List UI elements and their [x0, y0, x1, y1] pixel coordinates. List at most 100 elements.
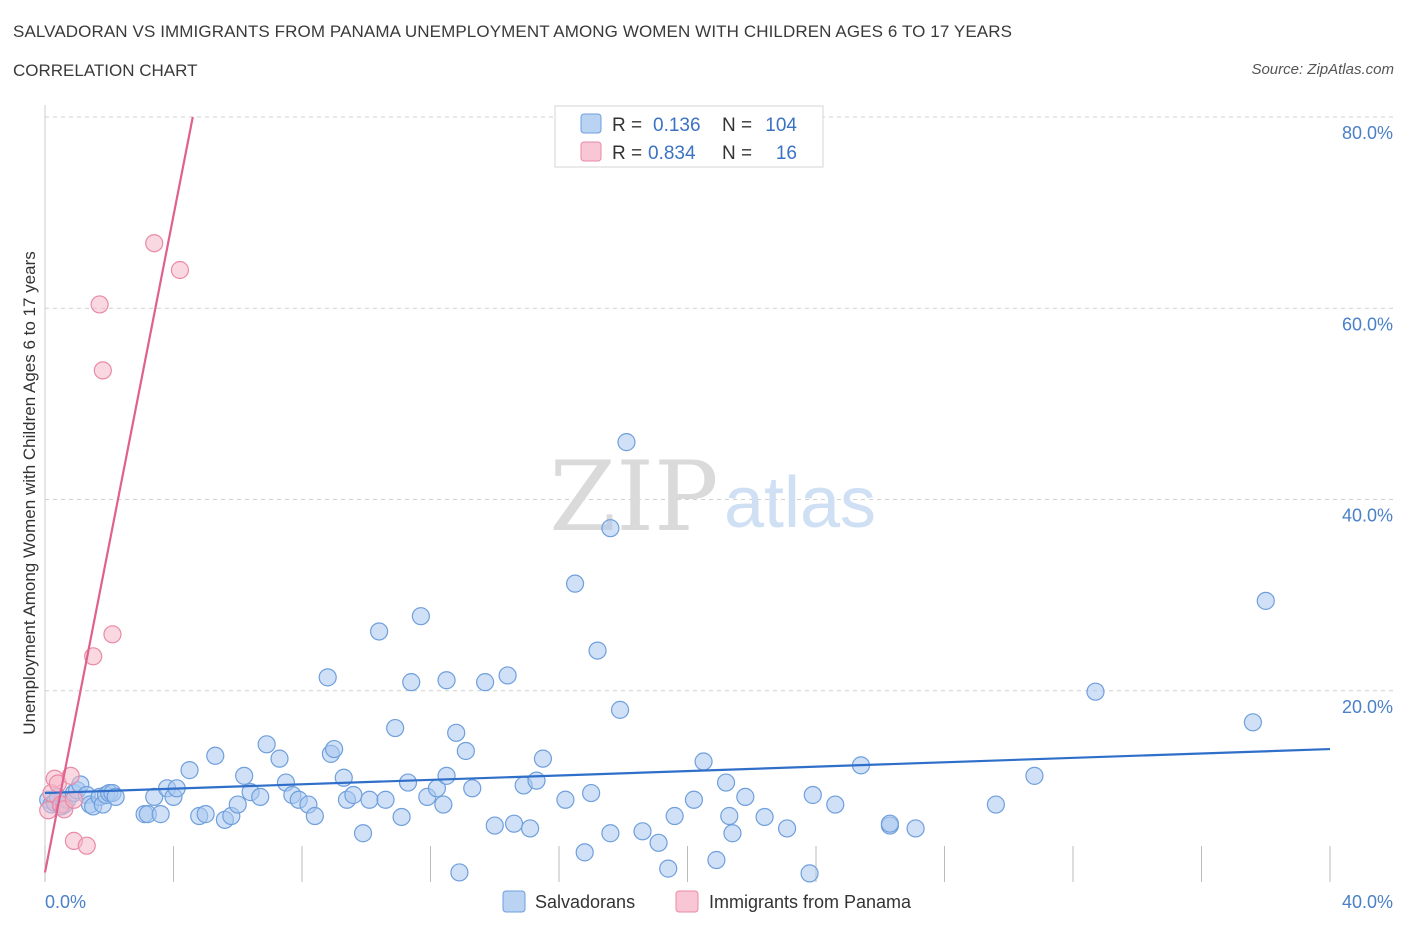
data-point-salvadorans	[392, 807, 411, 827]
data-point-salvadorans	[755, 807, 774, 827]
data-point-salvadorans	[1256, 591, 1275, 610]
legend-n-value-2: 16	[776, 143, 797, 164]
data-point-salvadorans	[344, 785, 363, 805]
data-point-salvadorans	[684, 790, 704, 809]
data-point-salvadorans	[736, 787, 755, 806]
trend-line-panama	[43, 116, 194, 873]
data-point-salvadorans	[716, 773, 736, 792]
data-point-panama	[103, 625, 122, 644]
series-legend: Salvadorans Immigrants from Panama	[502, 890, 912, 913]
data-point-salvadorans	[588, 641, 607, 660]
data-point-salvadorans	[1025, 766, 1044, 785]
data-point-salvadorans	[450, 863, 469, 882]
chart-subtitle: CORRELATION CHART	[13, 61, 198, 80]
data-point-salvadorans	[665, 806, 684, 826]
data-point-salvadorans	[659, 859, 678, 878]
tick-labels: 20.0% 40.0% 60.0% 80.0% 0.0% 40.0%	[45, 123, 1393, 912]
trend-line-salvadorans	[44, 747, 1331, 795]
data-point-panama	[170, 260, 190, 280]
correlation-legend: R = 0.136 N = 104 R = 0.834 N = 16	[554, 105, 824, 168]
data-point-salvadorans	[803, 785, 822, 805]
data-point-salvadorans	[601, 519, 620, 538]
data-point-salvadorans	[235, 766, 254, 785]
data-point-salvadorans	[633, 822, 652, 841]
bottom-legend-swatch-pink	[675, 890, 699, 913]
data-point-salvadorans	[434, 795, 453, 814]
data-point-salvadorans	[777, 819, 797, 838]
data-point-salvadorans	[325, 739, 344, 759]
data-point-salvadorans	[1086, 682, 1105, 701]
legend-r-value-2: 0.834	[648, 143, 696, 164]
data-point-salvadorans	[463, 779, 482, 798]
watermark-zip: ZIP	[549, 441, 718, 553]
data-point-salvadorans	[376, 790, 395, 809]
data-point-salvadorans	[906, 819, 925, 838]
legend-swatch-blue	[580, 113, 602, 134]
data-point-salvadorans	[575, 843, 594, 862]
data-point-salvadorans	[826, 795, 845, 814]
chart-title: SALVADORAN VS IMMIGRANTS FROM PANAMA UNE…	[13, 22, 1013, 41]
data-point-salvadorans	[370, 622, 389, 641]
data-point-salvadorans	[106, 787, 125, 806]
data-point-panama	[145, 234, 164, 253]
data-point-salvadorans	[476, 673, 495, 692]
legend-n-label-1: N =	[722, 115, 752, 136]
data-point-salvadorans	[206, 746, 225, 765]
x-tick-label: 40.0%	[1342, 892, 1393, 912]
data-point-salvadorans	[402, 673, 421, 692]
data-point-salvadorans	[617, 433, 636, 452]
data-point-salvadorans	[360, 790, 379, 809]
data-point-salvadorans	[1243, 713, 1263, 732]
legend-n-value-1: 104	[765, 115, 797, 136]
data-point-salvadorans	[520, 819, 540, 838]
y-axis-label: Unemployment Among Women with Children A…	[20, 251, 39, 735]
data-point-salvadorans	[386, 718, 405, 738]
data-point-salvadorans	[800, 864, 819, 883]
legend-n-label-2: N =	[722, 143, 752, 164]
data-point-salvadorans	[180, 761, 199, 780]
source-credit: Source: ZipAtlas.com	[1251, 61, 1394, 78]
y-tick-label: 60.0%	[1342, 314, 1393, 334]
data-point-salvadorans	[437, 671, 456, 690]
data-point-salvadorans	[601, 824, 620, 843]
data-point-salvadorans	[565, 574, 585, 593]
grid-lines	[45, 116, 1395, 692]
data-point-panama	[90, 295, 109, 314]
bottom-legend-label-salvadorans: Salvadorans	[535, 892, 635, 912]
data-point-salvadorans	[251, 787, 270, 806]
trend-lines	[43, 116, 1331, 873]
data-point-salvadorans	[398, 773, 418, 792]
data-point-salvadorans	[305, 806, 324, 826]
data-point-salvadorans	[411, 607, 430, 626]
data-point-salvadorans	[270, 749, 289, 768]
data-point-salvadorans	[504, 814, 524, 833]
y-tick-label: 80.0%	[1342, 123, 1393, 143]
data-point-panama	[93, 361, 112, 380]
data-point-salvadorans	[694, 752, 713, 771]
axes	[44, 105, 1331, 882]
data-point-salvadorans	[228, 795, 247, 814]
series-panama	[39, 234, 190, 855]
x-tick-label: 0.0%	[45, 892, 86, 912]
data-point-salvadorans	[151, 805, 170, 824]
data-point-salvadorans	[353, 824, 373, 843]
data-point-salvadorans	[485, 816, 504, 835]
data-point-salvadorans	[723, 824, 742, 843]
data-point-salvadorans	[447, 723, 466, 742]
data-point-salvadorans	[498, 666, 517, 685]
data-point-salvadorans	[986, 795, 1006, 814]
data-point-salvadorans	[610, 700, 630, 719]
data-point-salvadorans	[556, 790, 575, 809]
data-point-salvadorans	[196, 805, 215, 824]
data-point-panama	[77, 836, 96, 855]
data-point-salvadorans	[707, 850, 726, 870]
data-point-salvadorans	[456, 741, 475, 761]
data-point-salvadorans	[582, 783, 601, 803]
legend-r-label-2: R =	[612, 143, 642, 164]
bottom-legend-label-panama: Immigrants from Panama	[709, 892, 912, 912]
y-tick-label: 20.0%	[1342, 697, 1393, 717]
legend-swatch-pink	[580, 141, 602, 162]
watermark: ZIP atlas	[549, 441, 876, 553]
legend-r-label-1: R =	[612, 115, 642, 136]
